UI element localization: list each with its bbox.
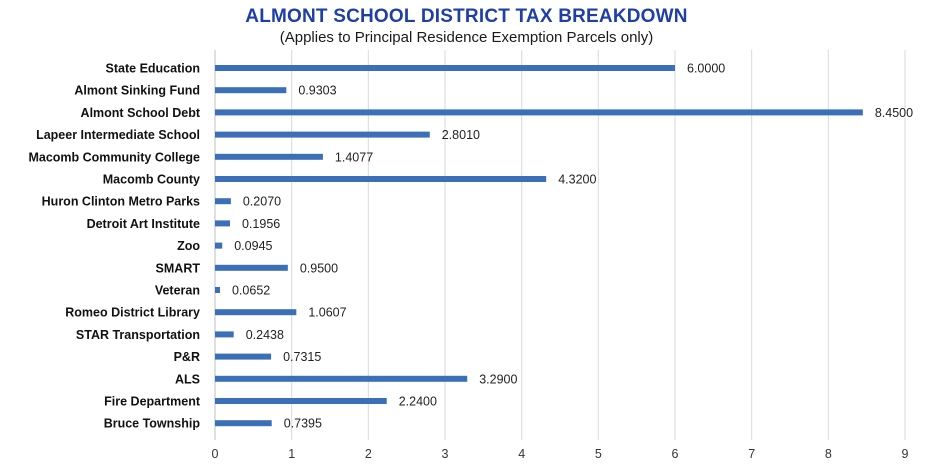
data-label: 0.7395 bbox=[284, 417, 322, 431]
data-label: 3.2900 bbox=[479, 372, 517, 386]
category-label: SMART bbox=[156, 261, 201, 275]
x-tick-label: 0 bbox=[212, 447, 219, 461]
data-label: 4.3200 bbox=[558, 173, 596, 187]
data-label: 0.2438 bbox=[246, 328, 284, 342]
x-tick-label: 8 bbox=[825, 447, 832, 461]
data-label: 0.0652 bbox=[232, 284, 270, 298]
category-label: State Education bbox=[106, 62, 200, 76]
category-label: Zoo bbox=[177, 239, 200, 253]
x-tick-label: 5 bbox=[595, 447, 602, 461]
x-tick-label: 9 bbox=[902, 447, 909, 461]
bar bbox=[215, 331, 234, 338]
category-label: Veteran bbox=[155, 284, 200, 298]
category-label: STAR Transportation bbox=[76, 328, 200, 342]
data-label: 2.8010 bbox=[442, 128, 480, 142]
x-tick-label: 7 bbox=[748, 447, 755, 461]
category-label: Detroit Art Institute bbox=[87, 217, 200, 231]
bar bbox=[215, 309, 297, 316]
bar bbox=[215, 420, 272, 427]
bar bbox=[215, 131, 430, 138]
data-label: 1.0607 bbox=[308, 306, 346, 320]
data-label: 2.2400 bbox=[399, 395, 437, 409]
bar bbox=[215, 153, 323, 160]
bar bbox=[215, 375, 468, 382]
bar bbox=[215, 220, 230, 227]
bar bbox=[215, 242, 223, 249]
category-label: Almont Sinking Fund bbox=[74, 84, 200, 98]
category-label: Macomb County bbox=[103, 173, 200, 187]
x-tick-label: 3 bbox=[442, 447, 449, 461]
data-label: 1.4077 bbox=[335, 150, 373, 164]
data-label: 0.0945 bbox=[234, 239, 272, 253]
bar bbox=[215, 87, 287, 94]
x-tick-label: 6 bbox=[672, 447, 679, 461]
data-label: 0.1956 bbox=[242, 217, 280, 231]
data-label: 8.4500 bbox=[875, 106, 913, 120]
bar bbox=[215, 287, 220, 293]
x-tick-label: 2 bbox=[365, 447, 372, 461]
category-label: Romeo District Library bbox=[65, 306, 200, 320]
category-label: Bruce Township bbox=[104, 417, 201, 431]
bar bbox=[215, 198, 231, 205]
bar bbox=[215, 353, 272, 360]
category-label: Almont School Debt bbox=[81, 106, 201, 120]
bar bbox=[215, 398, 387, 404]
data-label: 0.9303 bbox=[298, 84, 336, 98]
category-label: Macomb Community College bbox=[28, 150, 200, 164]
category-label: ALS bbox=[175, 372, 200, 386]
bar bbox=[215, 264, 288, 271]
data-label: 6.0000 bbox=[687, 62, 725, 76]
x-tick-label: 4 bbox=[518, 447, 525, 461]
bar bbox=[215, 65, 675, 71]
x-tick-label: 1 bbox=[288, 447, 295, 461]
category-label: Huron Clinton Metro Parks bbox=[42, 195, 200, 209]
category-label: P&R bbox=[174, 350, 200, 364]
bar bbox=[215, 176, 547, 182]
data-label: 0.7315 bbox=[283, 350, 321, 364]
bar bbox=[215, 109, 863, 116]
category-label: Fire Department bbox=[104, 395, 201, 409]
chart-subtitle: (Applies to Principal Residence Exemptio… bbox=[279, 29, 654, 46]
data-label: 0.2070 bbox=[243, 195, 281, 209]
category-label: Lapeer Intermediate School bbox=[36, 128, 200, 142]
data-label: 0.9500 bbox=[300, 261, 338, 275]
chart-title: ALMONT SCHOOL DISTRICT TAX BREAKDOWN bbox=[245, 6, 688, 27]
